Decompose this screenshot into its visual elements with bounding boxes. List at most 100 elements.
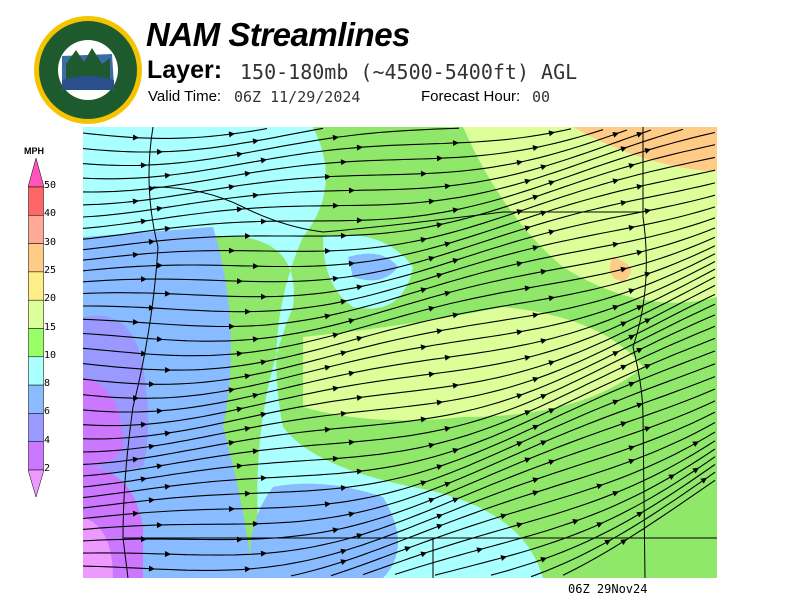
wind-field-below-2 bbox=[83, 517, 113, 578]
streamline-arrow bbox=[628, 334, 635, 341]
streamline-arrow bbox=[612, 399, 619, 406]
legend-tick-label: 25 bbox=[44, 264, 57, 276]
streamline-arrow bbox=[244, 308, 251, 315]
streamline-arrow bbox=[636, 249, 643, 256]
streamline-arrow bbox=[428, 497, 435, 504]
streamline-arrow bbox=[596, 483, 603, 490]
streamline-arrow bbox=[540, 210, 547, 217]
streamline bbox=[83, 388, 716, 542]
streamline-arrow bbox=[164, 483, 171, 490]
streamline-arrow bbox=[252, 392, 259, 399]
streamline-arrow bbox=[156, 336, 163, 343]
legend-band bbox=[28, 441, 44, 471]
streamline-arrow bbox=[612, 351, 619, 357]
streamline-arrow bbox=[228, 323, 235, 330]
streamline-arrow bbox=[524, 410, 531, 416]
streamline-arrow bbox=[252, 138, 259, 145]
streamline-arrow bbox=[516, 260, 523, 267]
streamline-arrow bbox=[156, 408, 163, 415]
streamline-arrow bbox=[620, 539, 627, 546]
streamline-arrow bbox=[612, 131, 619, 138]
streamline-arrow bbox=[428, 198, 435, 205]
streamline-arrow bbox=[252, 263, 259, 270]
legend-tick-label: 2 bbox=[44, 463, 51, 474]
streamline bbox=[83, 337, 716, 499]
streamline-arrow bbox=[420, 287, 427, 294]
streamline-arrow bbox=[620, 421, 627, 427]
streamline-arrow bbox=[252, 520, 259, 527]
streamline-arrow bbox=[324, 248, 331, 255]
legend-tick-label: 15 bbox=[44, 321, 57, 333]
streamline bbox=[290, 422, 716, 577]
oregon-department-of-forestry-logo bbox=[34, 16, 142, 124]
streamline-arrow bbox=[244, 425, 251, 432]
streamline-arrow bbox=[164, 225, 171, 232]
streamlines bbox=[83, 127, 716, 578]
streamline-arrow bbox=[428, 371, 435, 378]
streamline-arrow bbox=[420, 344, 427, 351]
streamline-arrow bbox=[340, 484, 347, 491]
streamline-arrow bbox=[436, 513, 443, 520]
streamline-arrow bbox=[548, 360, 555, 366]
streamline bbox=[83, 227, 716, 342]
streamline-arrow bbox=[236, 206, 243, 213]
streamline bbox=[83, 131, 716, 240]
streamline-arrow bbox=[620, 266, 627, 273]
streamline-arrow bbox=[516, 209, 523, 215]
streamline bbox=[83, 217, 716, 328]
streamline-arrow bbox=[636, 402, 643, 409]
streamline-arrow bbox=[156, 148, 163, 155]
streamline bbox=[83, 376, 716, 530]
legend-tick-label: 8 bbox=[44, 378, 51, 390]
streamline-arrow bbox=[428, 442, 435, 449]
legend-tick-label: 20 bbox=[44, 293, 57, 305]
streamline-arrow bbox=[420, 480, 427, 487]
valid-time-value: 06Z 11/29/2024 bbox=[234, 88, 361, 106]
streamline bbox=[83, 182, 716, 283]
streamline bbox=[83, 129, 652, 218]
streamline-arrow bbox=[436, 222, 443, 229]
streamline-arrow bbox=[164, 551, 171, 558]
streamline-arrow bbox=[452, 382, 459, 389]
streamline-arrow bbox=[612, 178, 619, 185]
streamline-arrow bbox=[156, 463, 163, 470]
streamline-arrow bbox=[356, 468, 363, 475]
streamline-arrow bbox=[548, 229, 555, 236]
streamline-arrow bbox=[636, 131, 643, 138]
streamline-arrow bbox=[260, 359, 267, 366]
streamline-arrow bbox=[132, 456, 139, 463]
streamline-arrow bbox=[644, 363, 651, 370]
streamline-arrow bbox=[252, 448, 259, 455]
streamline-arrow bbox=[324, 426, 331, 433]
forecast-hour-value: 00 bbox=[532, 88, 551, 106]
legend-band bbox=[28, 384, 44, 414]
streamline-arrow bbox=[628, 163, 635, 169]
streamline-arrow bbox=[236, 151, 243, 158]
streamline bbox=[83, 169, 716, 272]
streamline-arrow bbox=[260, 293, 267, 300]
streamline-arrow bbox=[452, 448, 459, 454]
streamline-map bbox=[83, 127, 717, 578]
streamline-arrow bbox=[596, 522, 603, 528]
streamline-arrow bbox=[332, 275, 339, 282]
streamline-arrow bbox=[228, 439, 235, 446]
streamline-arrow bbox=[252, 192, 259, 199]
streamline-arrow bbox=[260, 157, 267, 164]
streamline-arrow bbox=[356, 533, 363, 539]
streamline-arrow bbox=[148, 565, 155, 572]
legend-tick-label: 30 bbox=[44, 236, 57, 248]
legend-tick-label: 40 bbox=[44, 208, 57, 220]
streamline bbox=[83, 245, 716, 371]
streamline-arrow bbox=[340, 350, 347, 357]
streamline-arrow bbox=[324, 501, 331, 508]
streamline-arrow bbox=[548, 295, 555, 302]
streamline-arrow bbox=[156, 262, 163, 269]
page-title: NAM Streamlines bbox=[146, 16, 410, 53]
streamline bbox=[83, 253, 716, 385]
streamline-arrow bbox=[444, 354, 451, 361]
streamline-arrow bbox=[548, 130, 555, 137]
streamline-arrow bbox=[132, 318, 139, 325]
streamline-arrow bbox=[692, 467, 699, 474]
wind-field-6-8 bbox=[250, 483, 398, 578]
streamline-arrow bbox=[156, 205, 163, 212]
